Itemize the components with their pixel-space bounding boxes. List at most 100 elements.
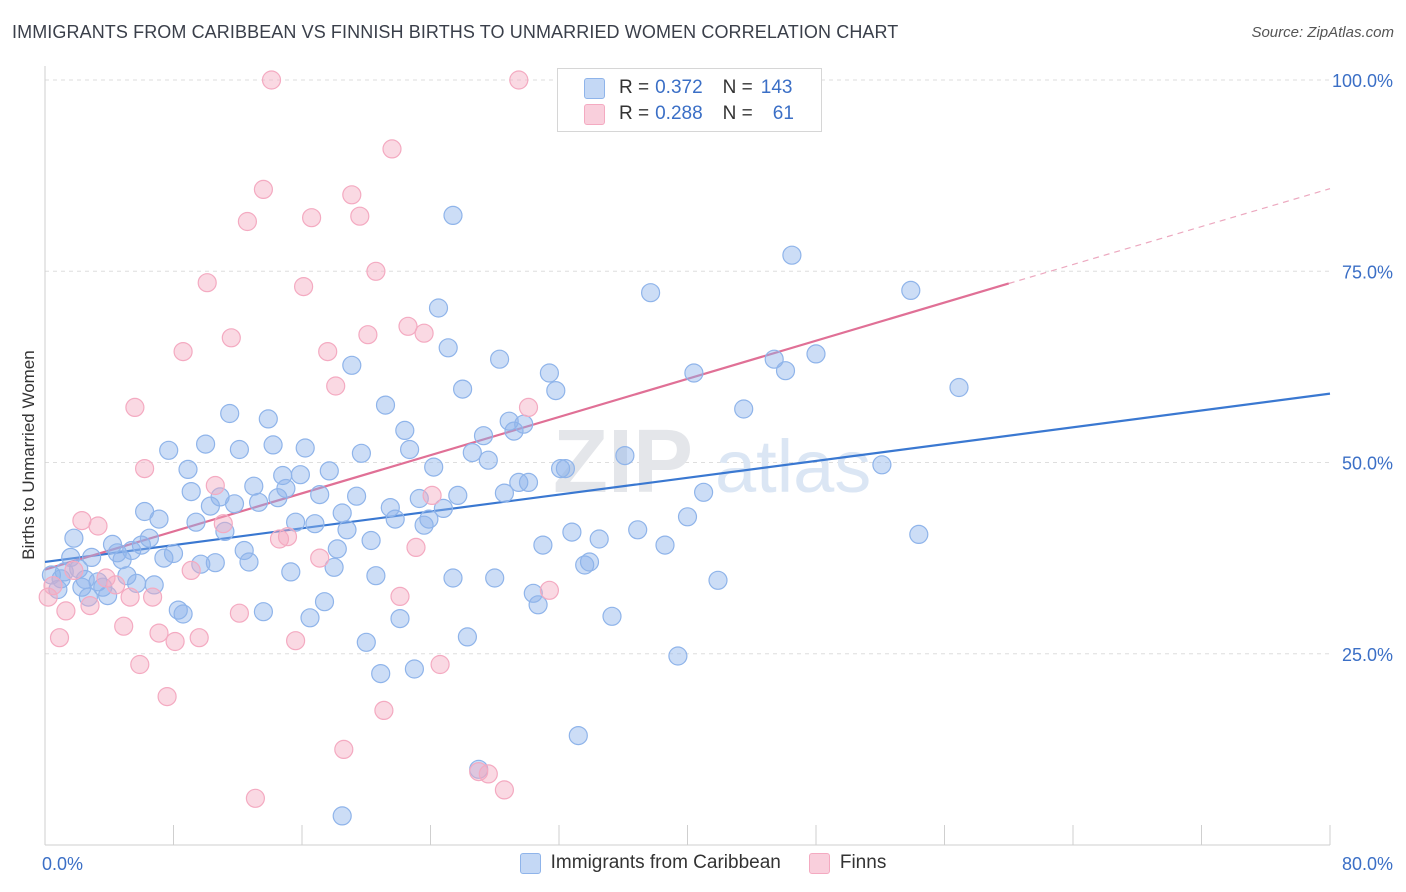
point-caribbean-107 [550,459,571,479]
point-caribbean-125 [764,349,784,369]
point-caribbean-41 [229,439,249,460]
point-finns-45 [382,139,402,159]
point-caribbean-25 [154,548,174,568]
point-caribbean-121 [684,363,704,383]
point-caribbean-26 [159,440,179,460]
point-caribbean-64 [337,520,357,540]
point-caribbean-63 [332,503,352,523]
point-finns-5 [72,510,92,531]
point-caribbean-115 [615,446,635,466]
point-finns-39 [334,739,354,760]
legend-n-label: N = [722,103,753,124]
point-caribbean-60 [319,461,339,481]
point-caribbean-44 [244,476,264,496]
point-finns-50 [422,485,442,505]
point-caribbean-48 [263,435,283,455]
x-tick-label-0: 0.0% [42,854,83,874]
point-caribbean-23 [144,575,164,595]
point-caribbean-53 [286,512,306,532]
point-caribbean-59 [314,592,335,612]
point-caribbean-57 [305,514,325,534]
point-caribbean-33 [191,554,211,574]
point-caribbean-65 [342,355,362,375]
point-caribbean-81 [419,509,439,529]
point-finns-12 [125,397,145,417]
point-caribbean-124 [734,399,754,419]
point-caribbean-110 [568,725,588,746]
point-caribbean-56 [300,608,320,628]
point-caribbean-46 [253,602,273,622]
point-caribbean-116 [628,520,648,540]
trend-line-finns [44,282,1010,571]
point-caribbean-72 [375,395,396,415]
point-finns-9 [106,575,126,595]
point-caribbean-70 [366,566,386,586]
point-finns-19 [173,342,193,362]
point-caribbean-104 [533,535,553,555]
point-caribbean-43 [239,552,259,572]
point-finns-25 [221,328,241,348]
point-finns-6 [80,595,100,616]
point-caribbean-108 [555,459,576,479]
point-finns-3 [56,601,76,621]
point-finns-43 [366,261,386,281]
point-caribbean-55 [295,438,315,458]
series-name-caribbean: Immigrants from Caribbean [550,852,781,873]
point-caribbean-69 [361,530,381,551]
point-caribbean-122 [693,482,714,502]
point-finns-51 [430,654,450,675]
legend-swatch-finns [584,103,605,125]
point-caribbean-30 [178,459,198,479]
point-caribbean-58 [310,485,330,505]
chart-title: IMMIGRANTS FROM CARIBBEAN VS FINNISH BIR… [12,22,899,42]
point-finns-42 [358,325,378,345]
point-caribbean-76 [395,420,415,440]
point-caribbean-85 [438,338,458,358]
point-finns-13 [130,654,150,675]
point-caribbean-131 [909,524,929,545]
point-finns-4 [64,560,84,581]
point-finns-55 [509,70,529,90]
point-finns-21 [189,628,209,648]
trend-line-ext-finns [1008,188,1331,285]
point-caribbean-39 [220,403,240,424]
point-finns-38 [326,376,346,396]
point-finns-34 [294,277,314,297]
watermark-atlas: atlas [715,425,871,508]
x-tick-labels: 0.0% 80.0% [42,854,1393,874]
point-finns-24 [213,514,233,534]
point-finns-37 [318,342,338,362]
point-finns-35 [302,208,322,228]
point-caribbean-31 [181,482,201,502]
point-finns-57 [539,580,560,600]
y-tick-label-2: 75.0% [1342,262,1393,282]
series-legend: Immigrants from Caribbean Finns [0,852,1406,874]
point-finns-22 [197,273,217,293]
point-finns-14 [135,459,155,479]
x-tick-label-1: 80.0% [1342,854,1393,874]
point-caribbean-18 [122,540,142,561]
point-caribbean-106 [546,381,566,401]
point-caribbean-71 [371,663,391,684]
point-finns-30 [261,70,282,90]
point-finns-49 [414,323,434,343]
point-caribbean-132 [949,377,969,398]
point-caribbean-126 [782,245,802,265]
point-caribbean-27 [163,543,184,564]
point-finns-40 [342,185,362,205]
point-caribbean-103 [528,595,548,615]
point-caribbean-68 [356,632,376,652]
point-caribbean-74 [385,509,405,529]
point-caribbean-101 [518,472,539,492]
point-caribbean-89 [457,627,477,647]
point-caribbean-97 [499,411,519,431]
trend-line-caribbean [44,392,1331,564]
point-caribbean-99 [509,472,529,492]
point-finns-33 [286,631,306,651]
point-finns-46 [390,586,410,607]
point-caribbean-95 [490,349,510,369]
point-finns-44 [374,700,394,721]
point-finns-0 [38,587,58,607]
legend-row-finns: R = 0.288 N = 61 [584,102,794,126]
point-finns-17 [157,686,177,707]
